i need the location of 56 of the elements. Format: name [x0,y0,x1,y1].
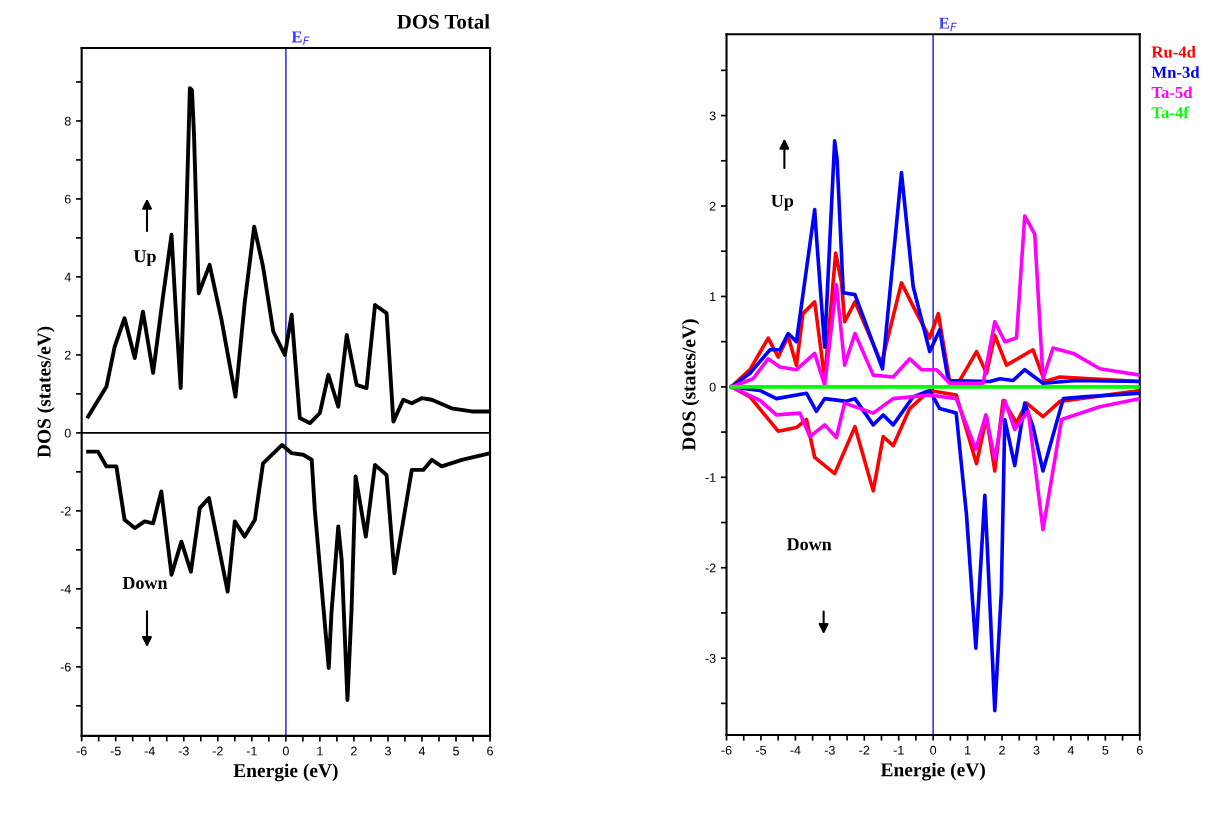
x-tick-label: 6 [1136,745,1143,755]
text: Ta-4f [1151,106,1189,119]
x-tick-label: 5 [1102,745,1109,755]
x-tick-label: -6 [76,746,87,756]
annotation: Down [786,538,832,551]
x-tick-label: -2 [859,745,870,755]
x-tick-label: 3 [1033,745,1040,755]
x-tick-label: -1 [893,745,904,755]
text: Ta-5d [1151,86,1193,99]
annotation: Up [771,194,794,211]
text: Mn-3d [1151,66,1200,78]
text: Ru-4d [1151,45,1196,58]
x-tick-label: 0 [930,745,937,755]
x-tick-label: 2 [351,746,357,756]
x-tick-label: -5 [110,746,121,756]
y-tick-label: 2 [64,350,71,360]
y-tick-label: -2 [705,563,716,573]
y-tick-label: 2 [709,201,716,211]
x-tick-label: -6 [721,745,732,755]
y-tick-label: 1 [710,292,716,301]
y-tick-label: -6 [60,662,71,672]
x-tick-label: -3 [178,746,189,756]
x-tick-label: 5 [453,746,459,756]
x-tick-label: 3 [384,746,391,756]
y-tick-label: 0 [64,428,71,438]
x-tick-label: -4 [144,746,155,756]
x-axis-title: Energie (eV) [880,762,985,781]
y-tick-label: 6 [64,194,71,204]
x-tick-label: 0 [282,746,289,756]
x-tick-label: -2 [212,746,223,756]
x-tick-label: 6 [487,746,493,756]
x-tick-label: -3 [824,745,835,755]
x-tick-label: 1 [317,746,323,756]
y-tick-label: -4 [60,584,71,594]
x-tick-label: 1 [965,745,971,755]
ref-line-label: E$_{F}$ [938,17,957,32]
y-tick-label: -1 [705,473,716,482]
annotation: Up [133,250,156,266]
annotation: Down [122,577,168,590]
x-tick-label: 4 [1067,745,1074,755]
y-tick-label: 3 [709,111,716,121]
y-axis-title: DOS (states/eV) [36,326,55,458]
x-axis-title: Energie (eV) [233,763,338,782]
ref-line-label: E$_{F}$ [291,31,310,46]
y-axis-title: DOS (states/eV) [681,319,700,451]
x-tick-label: -1 [246,746,257,756]
x-tick-label: -4 [790,745,801,755]
y-tick-label: -2 [60,506,71,516]
chart-title: DOS Total [397,14,490,29]
y-tick-label: 0 [709,382,716,392]
y-tick-label: -3 [705,653,716,663]
x-tick-label: 4 [418,746,426,756]
x-tick-label: 2 [999,745,1005,755]
y-tick-label: 8 [64,116,71,126]
y-tick-label: 4 [64,272,71,282]
x-tick-label: -5 [755,745,766,755]
